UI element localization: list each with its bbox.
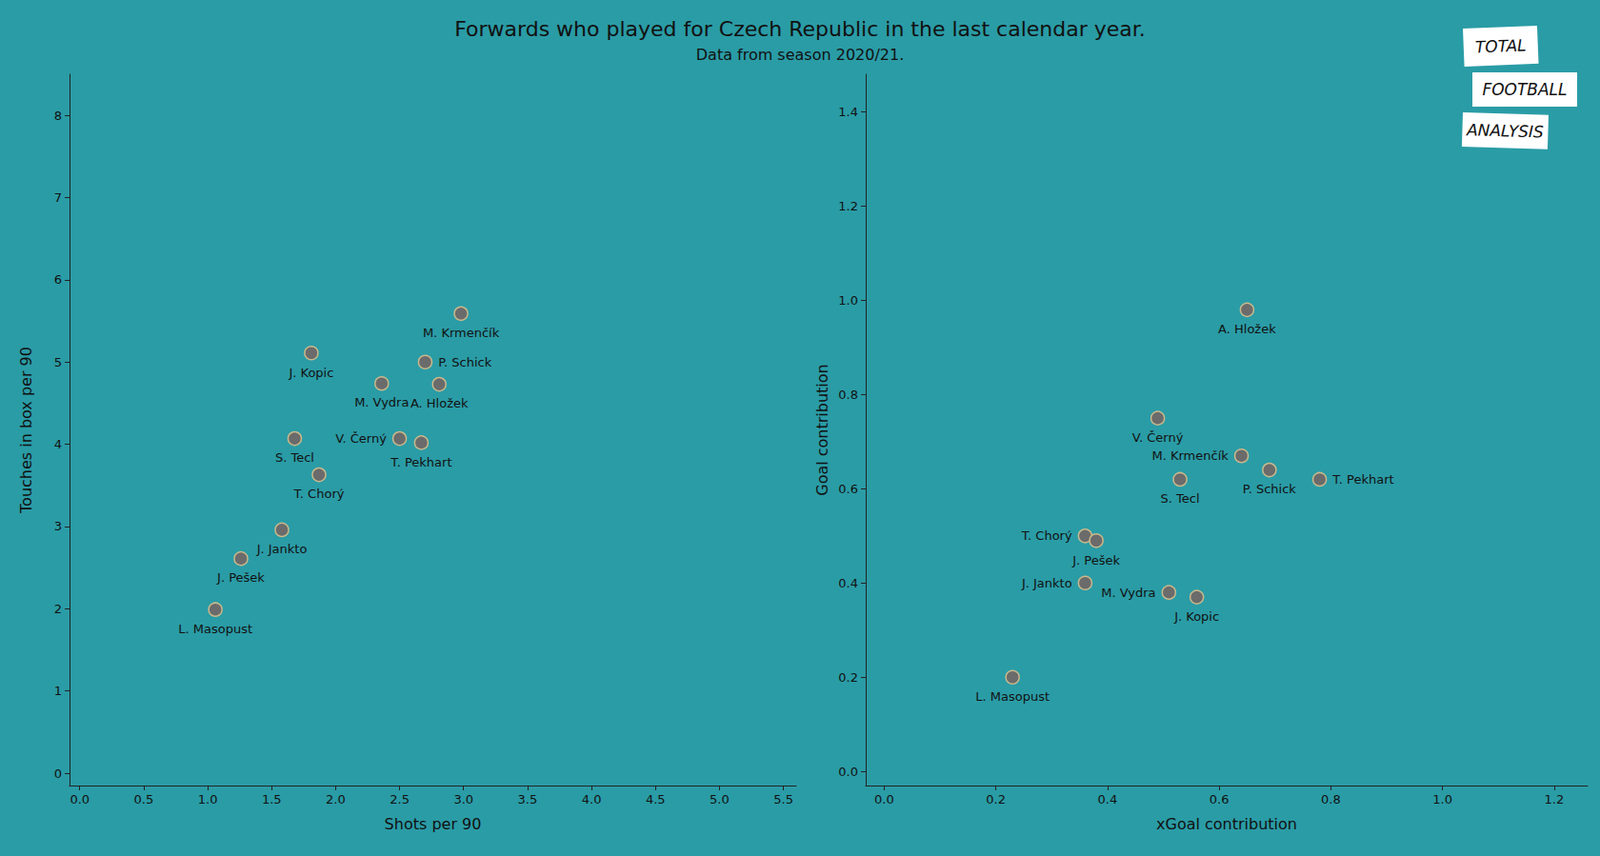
- svg-text:4.5: 4.5: [645, 792, 666, 807]
- svg-text:3.0: 3.0: [453, 792, 474, 807]
- svg-text:1.0: 1.0: [838, 293, 859, 308]
- svg-text:J. Pešek: J. Pešek: [216, 570, 265, 585]
- svg-text:ANALYSIS: ANALYSIS: [1465, 120, 1545, 141]
- svg-text:TOTAL: TOTAL: [1475, 35, 1527, 57]
- svg-text:V. Černý: V. Černý: [335, 431, 387, 446]
- svg-text:0: 0: [54, 766, 62, 781]
- svg-text:2: 2: [54, 601, 62, 617]
- svg-text:8: 8: [54, 108, 62, 123]
- svg-text:2.0: 2.0: [325, 792, 346, 807]
- svg-text:Forwards who played for Czech: Forwards who played for Czech Republic i…: [454, 17, 1146, 41]
- svg-text:T. Chorý: T. Chorý: [1020, 528, 1073, 543]
- svg-text:A. Hložek: A. Hložek: [410, 396, 469, 411]
- svg-text:M. Krmenčík: M. Krmenčík: [1151, 448, 1229, 463]
- svg-text:1.4: 1.4: [838, 104, 859, 120]
- svg-text:0.5: 0.5: [134, 792, 155, 807]
- svg-text:S. Tecl: S. Tecl: [1160, 491, 1200, 506]
- svg-text:J. Pešek: J. Pešek: [1071, 553, 1120, 568]
- svg-text:5.5: 5.5: [773, 792, 794, 807]
- svg-text:L. Masopust: L. Masopust: [178, 621, 253, 637]
- svg-text:S. Tecl: S. Tecl: [275, 450, 315, 465]
- svg-text:0.8: 0.8: [838, 387, 859, 402]
- svg-text:0.4: 0.4: [1097, 792, 1118, 807]
- svg-text:Data from season 2020/21.: Data from season 2020/21.: [696, 45, 905, 64]
- svg-text:J. Jankto: J. Jankto: [256, 541, 308, 557]
- svg-text:Goal contribution: Goal contribution: [813, 363, 832, 497]
- svg-text:5.0: 5.0: [709, 792, 730, 807]
- svg-text:Touches in box per 90: Touches in box per 90: [17, 346, 36, 515]
- svg-text:P. Schick: P. Schick: [438, 355, 492, 370]
- svg-text:FOOTBALL: FOOTBALL: [1481, 80, 1567, 100]
- svg-text:M. Vydra: M. Vydra: [354, 395, 409, 410]
- svg-text:V. Černý: V. Černý: [1132, 430, 1184, 445]
- svg-text:J. Kopic: J. Kopic: [1173, 609, 1220, 624]
- svg-text:4.0: 4.0: [581, 792, 602, 807]
- svg-text:Shots per 90: Shots per 90: [384, 815, 482, 834]
- svg-text:0.0: 0.0: [69, 792, 90, 807]
- svg-text:1.2: 1.2: [1543, 792, 1564, 807]
- svg-text:2.5: 2.5: [389, 792, 410, 807]
- svg-text:1.0: 1.0: [198, 792, 219, 807]
- svg-text:0.2: 0.2: [838, 670, 859, 685]
- svg-text:3.5: 3.5: [518, 792, 539, 807]
- svg-text:J. Kopic: J. Kopic: [287, 365, 334, 380]
- svg-text:5: 5: [54, 355, 62, 370]
- svg-text:T. Pekhart: T. Pekhart: [389, 455, 452, 470]
- svg-text:xGoal contribution: xGoal contribution: [1156, 815, 1298, 834]
- svg-text:0.0: 0.0: [874, 792, 895, 807]
- svg-text:A. Hložek: A. Hložek: [1218, 321, 1277, 337]
- svg-text:0.6: 0.6: [1209, 792, 1230, 807]
- svg-text:4: 4: [54, 437, 62, 452]
- svg-text:0.4: 0.4: [838, 576, 859, 591]
- svg-text:1.0: 1.0: [1432, 792, 1453, 807]
- svg-text:1.2: 1.2: [838, 199, 859, 214]
- svg-text:3: 3: [54, 519, 62, 534]
- svg-text:P. Schick: P. Schick: [1242, 481, 1297, 497]
- svg-text:M. Krmenčík: M. Krmenčík: [422, 325, 500, 340]
- svg-text:M. Vydra: M. Vydra: [1100, 585, 1156, 600]
- svg-text:0.0: 0.0: [838, 764, 859, 780]
- svg-text:0.6: 0.6: [838, 481, 859, 497]
- svg-text:1.5: 1.5: [261, 792, 282, 807]
- svg-text:T. Chorý: T. Chorý: [292, 486, 344, 501]
- svg-text:0.2: 0.2: [985, 792, 1006, 807]
- svg-text:0.8: 0.8: [1320, 792, 1341, 807]
- svg-text:1: 1: [54, 683, 62, 699]
- svg-text:6: 6: [54, 272, 62, 287]
- svg-text:7: 7: [54, 190, 62, 205]
- svg-text:T. Pekhart: T. Pekhart: [1331, 472, 1394, 487]
- svg-text:L. Masopust: L. Masopust: [975, 689, 1050, 704]
- svg-text:J. Jankto: J. Jankto: [1020, 576, 1073, 591]
